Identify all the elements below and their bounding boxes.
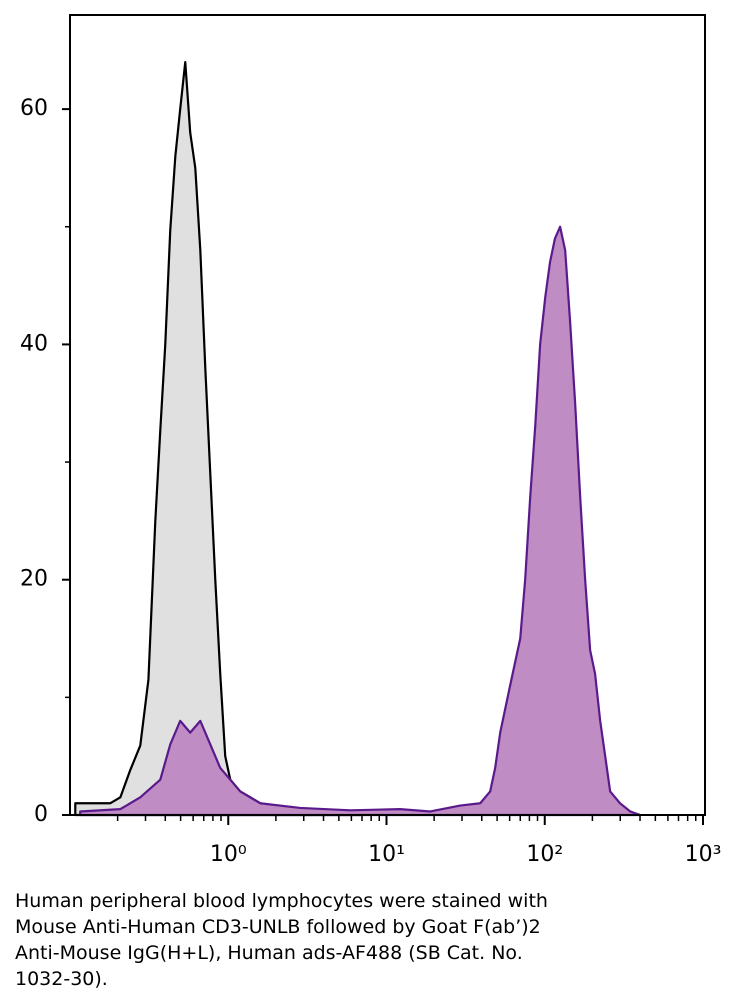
histogram-area <box>74 60 362 817</box>
caption: Human peripheral blood lymphocytes were … <box>15 888 715 992</box>
x-tick-label: 10³ <box>685 842 722 867</box>
x-tick-label: 10¹ <box>368 842 405 867</box>
histogram-area <box>79 225 642 817</box>
y-tick-label: 60 <box>20 96 48 121</box>
chart: 0 20 40 60 10⁰ 10¹ 10² 10³ <box>20 14 722 867</box>
x-tick-label: 10⁰ <box>210 842 247 867</box>
caption-line: Anti-Mouse IgG(H+L), Human ads-AF488 (SB… <box>15 942 523 964</box>
y-tick-label: 40 <box>20 331 48 356</box>
caption-line: Human peripheral blood lymphocytes were … <box>15 890 548 912</box>
x-tick-label: 10² <box>526 842 563 867</box>
y-tick-label: 20 <box>20 567 48 592</box>
caption-line: 1032-30). <box>15 968 108 990</box>
caption-line: Mouse Anti-Human CD3-UNLB followed by Go… <box>15 916 541 938</box>
y-tick-label: 0 <box>34 802 48 827</box>
